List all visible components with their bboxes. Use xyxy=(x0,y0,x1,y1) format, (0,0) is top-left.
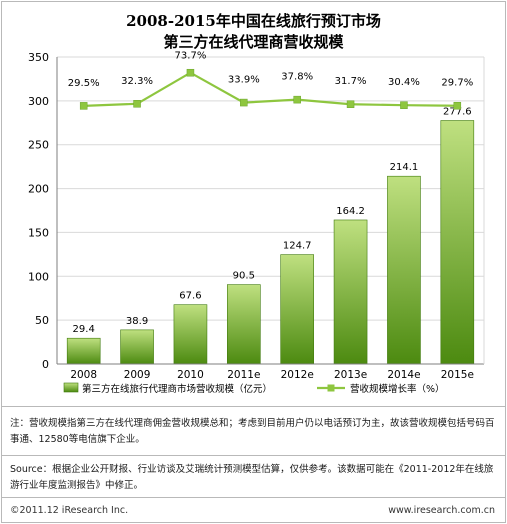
growth-rate-marker xyxy=(186,68,195,77)
bar xyxy=(440,120,475,365)
bar-value-label: 67.6 xyxy=(179,291,201,302)
growth-rate-label: 31.7% xyxy=(335,76,367,87)
note-text: 注：营收规模指第三方在线代理商佣金营收规模总和；考虑到目前用户仍以电话预订为主，… xyxy=(10,418,495,445)
growth-rate-marker xyxy=(240,98,248,107)
growth-rate-marker xyxy=(133,100,141,108)
growth-rate-label: 37.8% xyxy=(281,72,313,83)
bar-value-label: 38.9 xyxy=(126,316,148,327)
chart-subtitle: 第三方在线代理商营收规模 xyxy=(163,33,344,51)
x-tick-label: 2013e xyxy=(334,369,367,381)
x-tick-label: 2009 xyxy=(124,369,151,381)
growth-rate-marker xyxy=(400,101,408,109)
y-tick-label: 200 xyxy=(28,183,49,196)
x-tick-label: 2014e xyxy=(387,369,420,381)
divider xyxy=(1,455,506,456)
bar-value-label: 90.5 xyxy=(233,271,255,282)
y-tick-label: 50 xyxy=(35,314,49,327)
growth-rate-marker xyxy=(293,95,301,104)
bar-series xyxy=(66,120,475,365)
growth-rate-label: 29.5% xyxy=(68,78,100,89)
y-tick-labels: 0 50 100 150 200 250 300 350 xyxy=(28,51,49,371)
legend-line-label: 营收规模增长率（%） xyxy=(350,383,445,395)
legend-bar-label: 第三方在线旅行代理商市场营收规模（亿元） xyxy=(82,383,272,395)
y-tick-label: 350 xyxy=(28,51,49,64)
growth-rate-marker xyxy=(453,101,462,110)
y-tick-label: 250 xyxy=(28,139,49,152)
bar xyxy=(120,329,154,365)
divider xyxy=(1,406,506,407)
x-tick-label: 2012e xyxy=(281,369,314,381)
copyright: ©2011.12 iResearch Inc. xyxy=(10,505,129,516)
bar xyxy=(333,219,368,365)
growth-rate-label: 32.3% xyxy=(121,76,153,87)
growth-rate-labels: 29.5% 32.3% 73.7% 33.9% 37.8% 31.7% 30.4% 29.7% xyxy=(68,51,473,89)
axes xyxy=(56,57,485,365)
source-text: Source：根据企业公开财报、行业访谈及艾瑞统计预测模型估算，仅供参考。该数据… xyxy=(10,464,494,491)
bar-value-label: 29.4 xyxy=(73,324,95,335)
bar-value-label: 277.6 xyxy=(443,107,472,118)
legend-bar-swatch xyxy=(63,382,79,393)
y-tick-label: 300 xyxy=(28,95,49,108)
divider xyxy=(1,497,506,498)
growth-rate-label: 29.7% xyxy=(441,78,473,89)
bar-value-label: 124.7 xyxy=(283,241,312,252)
bar-value-label: 214.1 xyxy=(390,162,419,173)
bar xyxy=(66,337,101,365)
bar-value-label: 164.2 xyxy=(336,206,365,217)
x-tick-label: 2015e xyxy=(441,369,474,381)
growth-rate-label: 73.7% xyxy=(175,51,207,62)
growth-rate-label: 30.4% xyxy=(388,77,420,88)
legend-line-marker xyxy=(327,384,335,392)
growth-rate-label: 33.9% xyxy=(228,75,260,86)
growth-rate-series xyxy=(79,68,462,110)
x-tick-labels: 2008 2009 2010 2011e 2012e 2013e 2014e 2015e xyxy=(70,369,474,381)
bar xyxy=(227,284,261,365)
bar xyxy=(173,304,208,365)
legend: 第三方在线旅行代理商市场营收规模（亿元） 营收规模增长率（%） xyxy=(63,382,445,395)
y-tick-label: 150 xyxy=(28,226,49,239)
chart-title: 2008-2015年中国在线旅行预订市场 xyxy=(126,12,381,30)
growth-rate-marker xyxy=(79,102,88,110)
bar-value-labels: 29.4 38.9 67.6 90.5 124.7 164.2 214.1 277.6 xyxy=(73,107,472,336)
growth-rate-line xyxy=(83,71,458,107)
x-tick-label: 2011e xyxy=(227,369,260,381)
y-tick-label: 100 xyxy=(28,270,49,283)
bar xyxy=(387,175,421,365)
y-tick-label: 0 xyxy=(42,358,49,371)
x-tick-label: 2010 xyxy=(177,369,204,381)
x-tick-label: 2008 xyxy=(70,369,97,381)
growth-rate-marker xyxy=(346,100,355,108)
bar xyxy=(280,254,314,365)
website-link[interactable]: www.iresearch.com.cn xyxy=(388,505,495,516)
